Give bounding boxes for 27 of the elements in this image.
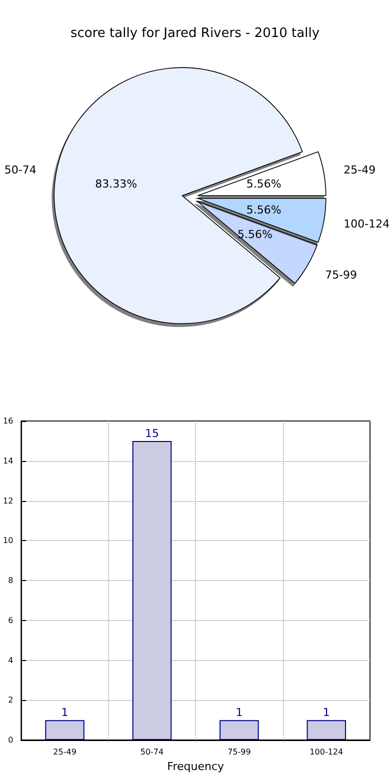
data-label: 1: [236, 706, 243, 720]
slice-label: 100-124: [344, 218, 390, 231]
slice-label: 25-49: [344, 163, 376, 176]
data-label: 5.56%: [237, 228, 272, 242]
data-label: 83.33%: [95, 177, 138, 190]
x-tick-label: 100-124: [310, 748, 344, 756]
x-tick-label: 50-74: [140, 748, 164, 756]
x-tick-label: 25-49: [53, 748, 76, 756]
y-tick-label: 6: [8, 616, 14, 625]
y-tick-label: 2: [8, 696, 14, 705]
data-label: 5.56%: [246, 204, 282, 217]
y-tick-label: 16: [2, 416, 14, 426]
y-tick-label: 10: [2, 536, 14, 546]
data-label: 1: [61, 706, 68, 720]
data-label: 15: [144, 426, 159, 440]
y-tick-label: 4: [8, 656, 14, 665]
chart-title: score tally for Jared Rivers - 2010 tally: [70, 26, 320, 41]
y-tick-label: 14: [2, 456, 14, 466]
x-tick-label: 75-99: [228, 748, 251, 756]
data-label: 1: [322, 706, 330, 720]
y-tick-label: 0: [8, 736, 14, 744]
data-label: 5.56%: [246, 177, 282, 190]
y-tick-label: 8: [8, 576, 14, 585]
y-tick-label: 12: [2, 496, 14, 506]
slice-label: 50-74: [4, 163, 36, 176]
slice-label: 75-99: [325, 268, 358, 282]
x-axis-title: Frequency: [167, 760, 224, 773]
